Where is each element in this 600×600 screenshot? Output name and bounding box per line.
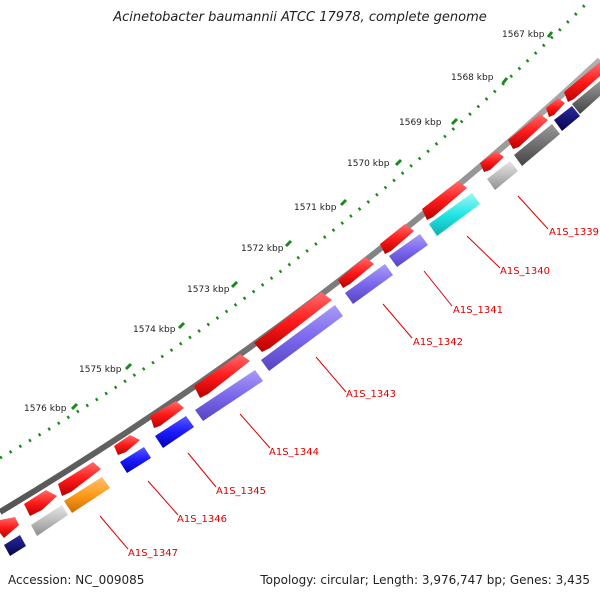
leader-line [466,235,501,269]
scale-tick [450,117,459,126]
genome-backbone [0,57,600,515]
scale-tick [177,321,186,330]
gene-feature [389,234,428,267]
gene-feature [429,193,480,236]
scale-label: 1575 kbp [79,365,122,375]
gene-feature [4,535,26,556]
leader-line [239,413,271,449]
leader-line [517,195,549,230]
scale-tick [124,362,133,371]
gene-feature [564,62,600,102]
gene-feature [150,401,184,428]
gene-label[interactable]: A1S_1344 [269,447,319,458]
gene-label[interactable]: A1S_1341 [453,305,503,316]
leader-line [423,270,453,307]
gene-feature [194,354,250,398]
gene-feature [195,370,263,421]
gene-label[interactable]: A1S_1342 [413,337,463,348]
scale-label: 1572 kbp [241,244,284,254]
scale-tick [70,402,79,411]
scale-tick [230,280,239,289]
reverse-strand [4,81,600,556]
gene-feature [120,447,151,473]
gene-feature [380,224,414,254]
leader-line [99,515,129,550]
gene-feature [114,435,140,455]
scale-label: 1573 kbp [187,285,230,295]
leader-line [147,480,179,516]
gene-feature [480,151,504,172]
gene-feature [508,114,548,149]
scale-tick [284,239,293,248]
gene-feature [422,181,467,220]
scale-tick [339,198,348,207]
gene-label[interactable]: A1S_1345 [216,486,266,497]
leader-line [382,303,413,339]
gene-feature [572,81,600,114]
scale-tick [546,31,554,38]
gene-label[interactable]: A1S_1347 [128,548,178,559]
accession-text: Accession: NC_009085 [8,573,145,587]
scale-label: 1568 kbp [451,73,494,83]
gene-labels: A1S_1339 A1S_1340 A1S_1341 A1S_1342 A1S_… [128,227,599,559]
scale-ring [0,0,592,460]
map-title: Acinetobacter baumannii ATCC 17978, comp… [113,10,487,25]
gene-feature [254,292,332,352]
scale-label: 1576 kbp [24,404,67,414]
gene-feature [261,305,343,371]
gene-feature [0,517,19,538]
scale-tick [501,77,509,84]
leader-line [187,452,217,488]
gene-label[interactable]: A1S_1343 [346,389,396,400]
gene-leaders [99,195,549,550]
leader-line [315,356,347,393]
gene-feature [338,257,374,288]
scale-label: 1574 kbp [133,325,176,335]
gene-feature [31,505,68,536]
forward-strand [0,62,600,538]
gene-feature [487,161,518,190]
gene-label[interactable]: A1S_1339 [549,227,599,238]
gene-feature [546,98,565,117]
gene-label[interactable]: A1S_1340 [500,266,550,277]
gene-feature [64,477,110,513]
scale-tick [394,158,403,167]
scale-label: 1571 kbp [294,203,337,213]
gene-feature [24,490,57,516]
scale-label: 1570 kbp [347,159,390,169]
scale-label: 1567 kbp [502,30,545,40]
scale-ticks: 1567 kbp 1568 kbp 1569 kbp 1570 kbp 1571… [24,30,554,414]
gene-feature [155,416,194,448]
gene-label[interactable]: A1S_1346 [177,514,227,525]
gene-feature [58,462,101,496]
scale-label: 1569 kbp [399,118,442,128]
gene-feature [554,106,580,131]
topology-text: Topology: circular; Length: 3,976,747 bp… [260,573,590,587]
gene-feature [345,264,393,304]
gene-feature [514,124,560,166]
